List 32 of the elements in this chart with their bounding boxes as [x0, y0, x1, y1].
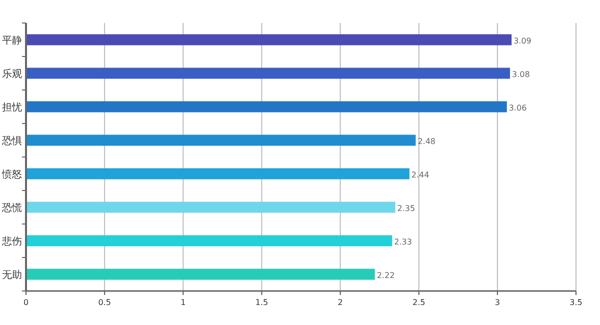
y-tick-label: 恐慌 — [1, 202, 22, 214]
x-tick-label: 1 — [180, 298, 186, 307]
data-label: 3.06 — [508, 103, 527, 112]
data-label: 2.22 — [376, 270, 395, 280]
bar — [26, 34, 512, 46]
x-tick-label: 1.5 — [255, 298, 268, 307]
bar — [26, 101, 507, 112]
bar — [26, 235, 392, 246]
y-tick-label: 恐惧 — [1, 134, 22, 147]
x-tick-label: 0 — [23, 298, 29, 307]
bar — [26, 134, 416, 146]
x-tick-label: 0.5 — [98, 298, 111, 307]
y-tick-label: 无助 — [2, 268, 22, 281]
x-tick-label: 3 — [494, 298, 500, 307]
bar — [26, 202, 396, 213]
y-tick-label: 平静 — [2, 34, 22, 46]
x-tick-label: 3.5 — [570, 298, 582, 307]
bar — [26, 68, 510, 79]
y-tick-label: 悲伤 — [1, 235, 22, 248]
data-label: 2.44 — [411, 170, 430, 180]
data-label: 2.48 — [418, 136, 436, 146]
y-tick-label: 担忧 — [2, 101, 22, 114]
bar — [26, 168, 410, 180]
x-tick-label: 2.5 — [412, 298, 426, 307]
data-label: 2.35 — [397, 204, 416, 213]
data-label: 3.09 — [514, 36, 532, 46]
y-tick-label: 乐观 — [2, 68, 22, 80]
x-tick-label: 2 — [338, 298, 343, 307]
data-label: 3.08 — [512, 70, 530, 79]
bar — [26, 268, 375, 280]
data-label: 2.33 — [394, 237, 412, 246]
y-tick-label: 愤怒 — [1, 168, 22, 180]
